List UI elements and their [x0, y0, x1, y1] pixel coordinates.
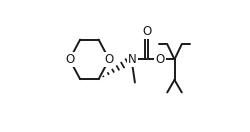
- Text: O: O: [104, 53, 114, 66]
- Text: O: O: [65, 53, 74, 66]
- Text: O: O: [142, 25, 152, 38]
- Text: N: N: [128, 53, 137, 66]
- Text: O: O: [155, 53, 164, 66]
